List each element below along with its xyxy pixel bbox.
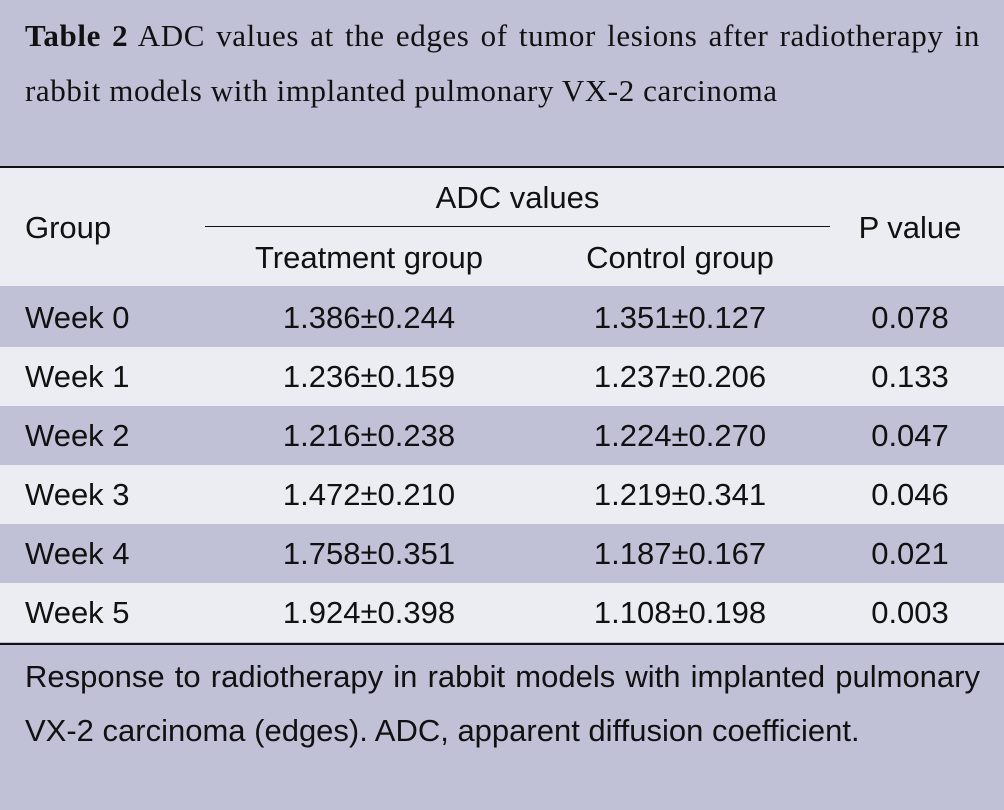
table-row: Week 1 1.236±0.159 1.237±0.206 0.133 <box>0 347 1004 406</box>
bottom-rule <box>0 643 1004 645</box>
row-group-cell: Week 4 <box>25 536 130 571</box>
row-treatment-cell: 1.386±0.244 <box>282 300 456 335</box>
header-group: Group <box>25 210 112 245</box>
row-p-value-cell: 0.047 <box>871 418 949 453</box>
header-control-group: Control group <box>586 240 774 275</box>
row-group-cell: Week 2 <box>25 418 130 453</box>
row-p-value-cell: 0.046 <box>871 477 949 512</box>
row-control-cell: 1.108±0.198 <box>593 595 767 630</box>
row-control-cell: 1.219±0.341 <box>593 477 767 512</box>
table-row: Week 0 1.386±0.244 1.351±0.127 0.078 <box>0 288 1004 347</box>
row-treatment-cell: 1.472±0.210 <box>282 477 456 512</box>
row-treatment-cell: 1.758±0.351 <box>282 536 456 571</box>
row-control-cell: 1.237±0.206 <box>593 359 767 394</box>
row-group-cell: Week 0 <box>25 300 130 335</box>
row-control-cell: 1.351±0.127 <box>593 300 767 335</box>
header-adc-values: ADC values <box>435 180 600 215</box>
top-rule <box>0 166 1004 168</box>
table-caption: Table 2 ADC values at the edges of tumor… <box>25 8 980 118</box>
row-p-value-cell: 0.078 <box>871 300 949 335</box>
table-header <box>0 168 1004 286</box>
row-p-value-cell: 0.021 <box>871 536 949 571</box>
table-row: Week 2 1.216±0.238 1.224±0.270 0.047 <box>0 406 1004 465</box>
row-control-cell: 1.224±0.270 <box>593 418 767 453</box>
table-row: Week 4 1.758±0.351 1.187±0.167 0.021 <box>0 524 1004 583</box>
header-treatment-group: Treatment group <box>254 240 484 275</box>
row-p-value-cell: 0.133 <box>871 359 949 394</box>
row-control-cell: 1.187±0.167 <box>593 536 767 571</box>
table-footnote: Response to radiotherapy in rabbit model… <box>25 659 980 748</box>
table-row: Week 3 1.472±0.210 1.219±0.341 0.046 <box>0 465 1004 524</box>
row-p-value-cell: 0.003 <box>871 595 949 630</box>
header-subrule <box>205 226 830 227</box>
table-caption-text: ADC values at the edges of tumor lesions… <box>25 18 980 108</box>
row-treatment-cell: 1.216±0.238 <box>282 418 456 453</box>
header-p-value: P value <box>858 210 962 245</box>
row-treatment-cell: 1.236±0.159 <box>282 359 456 394</box>
table-caption-label: Table 2 <box>25 18 129 53</box>
table-row: Week 5 1.924±0.398 1.108±0.198 0.003 <box>0 583 1004 642</box>
row-treatment-cell: 1.924±0.398 <box>282 595 456 630</box>
row-group-cell: Week 3 <box>25 477 130 512</box>
row-group-cell: Week 1 <box>25 359 130 394</box>
row-group-cell: Week 5 <box>25 595 130 630</box>
